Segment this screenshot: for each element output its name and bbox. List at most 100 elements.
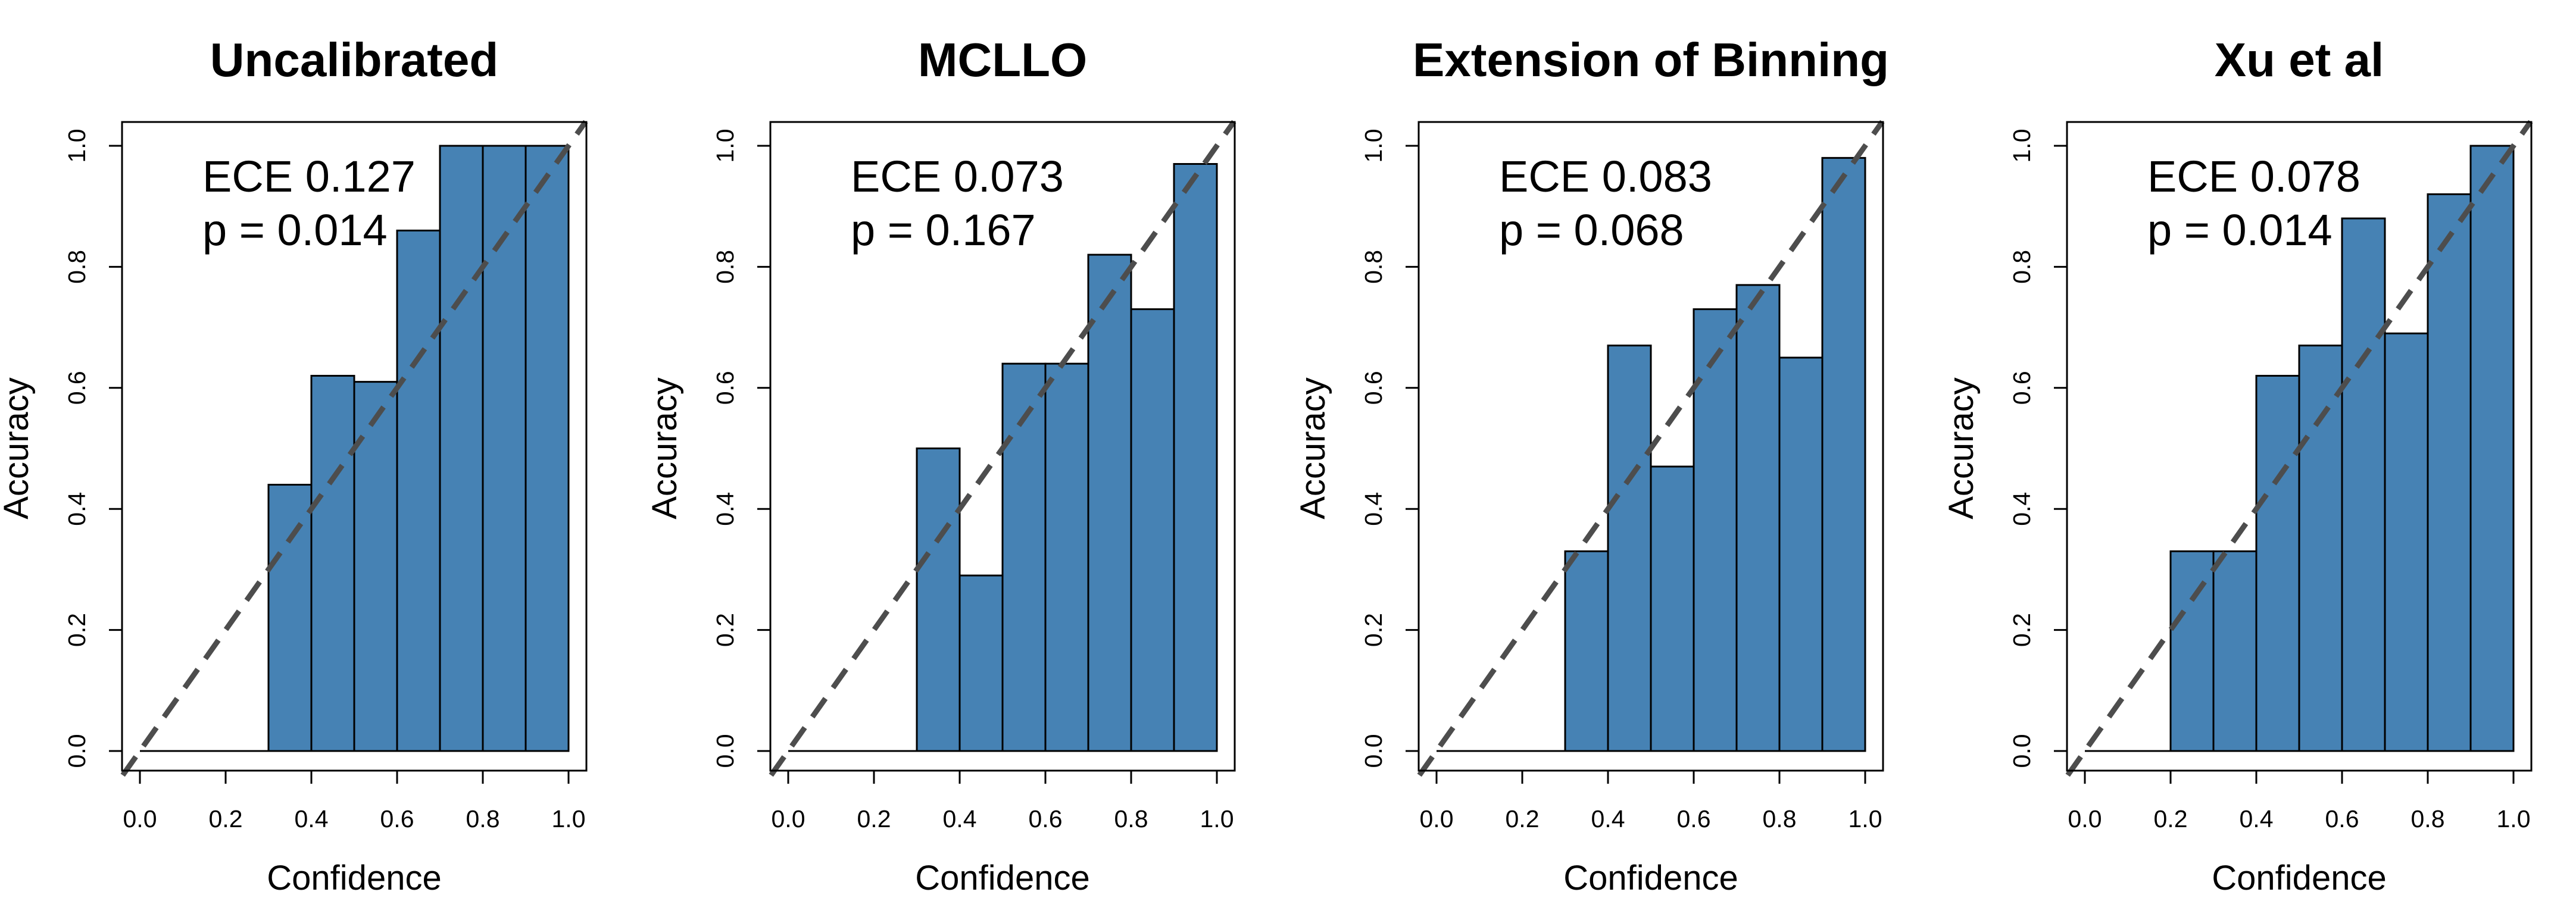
x-tick-label: 0.8 — [1114, 805, 1148, 833]
panel-title: Uncalibrated — [210, 33, 499, 86]
x-tick-label: 0.4 — [2240, 805, 2274, 833]
x-tick-label: 0.0 — [772, 805, 805, 833]
diagonal-reference-line — [120, 120, 588, 777]
bar — [267, 484, 313, 752]
y-tick-label: 0.4 — [2008, 492, 2035, 526]
y-tick-label: 0.2 — [1360, 613, 1387, 647]
calibration-panel-4: Xu et al 0.0 0.2 0.4 0.6 0.8 1.0 0.0 0.2 0.4 0.6 0.… — [1942, 33, 2533, 897]
diagonal-reference-line — [2065, 120, 2533, 777]
bar — [2298, 345, 2343, 752]
bar — [1821, 157, 1866, 752]
bar — [958, 574, 1004, 752]
x-tick-label: 1.0 — [552, 805, 586, 833]
y-tick-label: 1.0 — [63, 129, 90, 163]
y-tick-label: 0.0 — [711, 734, 739, 768]
x-axis-title: Confidence — [1563, 859, 1738, 897]
y-tick-label: 0.8 — [63, 250, 90, 284]
bar — [1173, 163, 1218, 752]
y-tick-label: 1.0 — [2008, 129, 2035, 163]
y-tick-label: 0.6 — [1360, 371, 1387, 405]
bar — [916, 448, 961, 752]
x-tick-label: 0.4 — [295, 805, 329, 833]
bar — [2255, 374, 2300, 752]
x-tick-label: 0.2 — [857, 805, 891, 833]
x-tick-label: 0.6 — [380, 805, 414, 833]
x-axis-title: Confidence — [2212, 859, 2386, 897]
bar — [2427, 193, 2472, 752]
bar — [1607, 345, 1652, 752]
x-tick-label: 1.0 — [1200, 805, 1234, 833]
panel-title: Xu et al — [2215, 33, 2384, 86]
x-tick-label: 0.0 — [1420, 805, 1454, 833]
y-tick-label: 0.8 — [1360, 250, 1387, 284]
y-tick-label: 1.0 — [711, 129, 739, 163]
x-axis-title: Confidence — [915, 859, 1089, 897]
diagonal-reference-line — [769, 120, 1237, 777]
panel-title: Extension of Binning — [1413, 33, 1889, 86]
y-axis-title: Accuracy — [645, 377, 684, 520]
bar — [2212, 550, 2257, 752]
bar — [353, 381, 398, 752]
x-axis-title: Confidence — [267, 859, 441, 897]
panel-title: MCLLO — [918, 33, 1087, 86]
x-tick-label: 0.6 — [1029, 805, 1063, 833]
diagonal-reference-line — [1417, 120, 1885, 777]
y-tick-label: 0.2 — [711, 613, 739, 647]
bar — [482, 145, 527, 752]
bar — [1130, 308, 1175, 752]
x-tick-label: 1.0 — [2497, 805, 2531, 833]
y-tick-label: 0.8 — [711, 250, 739, 284]
y-tick-label: 1.0 — [1360, 129, 1387, 163]
bar — [1564, 550, 1609, 752]
y-axis-title: Accuracy — [0, 377, 36, 520]
p-value-annotation: p = 0.014 — [2147, 205, 2333, 255]
p-value-annotation: p = 0.068 — [1499, 205, 1684, 255]
x-tick-label: 0.8 — [466, 805, 500, 833]
x-tick-label: 0.0 — [123, 805, 157, 833]
bar — [2169, 550, 2215, 752]
y-tick-label: 0.6 — [63, 371, 90, 405]
x-tick-label: 1.0 — [1849, 805, 1882, 833]
bar — [1044, 362, 1089, 752]
bar — [310, 374, 355, 752]
ece-annotation: ECE 0.127 — [202, 152, 416, 201]
bar — [2384, 332, 2429, 752]
bar — [2341, 217, 2386, 752]
y-tick-label: 0.4 — [63, 492, 90, 526]
bar — [439, 145, 484, 752]
y-tick-label: 0.0 — [2008, 734, 2035, 768]
y-tick-label: 0.2 — [2008, 613, 2035, 647]
x-tick-label: 0.0 — [2068, 805, 2102, 833]
x-tick-label: 0.8 — [1763, 805, 1797, 833]
y-axis-title: Accuracy — [1294, 377, 1332, 520]
x-tick-label: 0.2 — [209, 805, 243, 833]
y-tick-label: 0.8 — [2008, 250, 2035, 284]
bar — [524, 145, 570, 752]
bar — [1693, 308, 1738, 752]
bar — [1087, 254, 1132, 752]
calibration-panel-1: Uncalibrated 0.0 0.2 0.4 0.6 0.8 1.0 0.0 0.2 0.4 0… — [0, 33, 588, 897]
x-tick-label: 0.8 — [2411, 805, 2445, 833]
y-axis-title: Accuracy — [1942, 377, 1981, 520]
y-tick-label: 0.4 — [711, 492, 739, 526]
bar — [1735, 284, 1781, 752]
calibration-panel-3: Extension of Binning 0.0 0.2 0.4 0.6 0.8 1.0 0.… — [1294, 33, 1889, 897]
bar — [1650, 465, 1695, 752]
p-value-annotation: p = 0.014 — [202, 205, 388, 255]
bar — [2469, 145, 2515, 752]
x-tick-label: 0.2 — [1506, 805, 1540, 833]
y-tick-label: 0.6 — [711, 371, 739, 405]
bar — [1778, 356, 1824, 752]
x-tick-label: 0.6 — [2325, 805, 2359, 833]
x-tick-label: 0.2 — [2154, 805, 2188, 833]
y-tick-label: 0.4 — [1360, 492, 1387, 526]
y-tick-label: 0.6 — [2008, 371, 2035, 405]
ece-annotation: ECE 0.083 — [1499, 152, 1712, 201]
ece-annotation: ECE 0.073 — [851, 152, 1064, 201]
bar — [396, 229, 441, 752]
y-tick-label: 0.0 — [63, 734, 90, 768]
y-tick-label: 0.2 — [63, 613, 90, 647]
calibration-panel-2: MCLLO 0.0 0.2 0.4 0.6 0.8 1.0 0.0 0.2 0.4 0.6 0.8 1.… — [645, 33, 1237, 897]
x-tick-label: 0.4 — [943, 805, 977, 833]
